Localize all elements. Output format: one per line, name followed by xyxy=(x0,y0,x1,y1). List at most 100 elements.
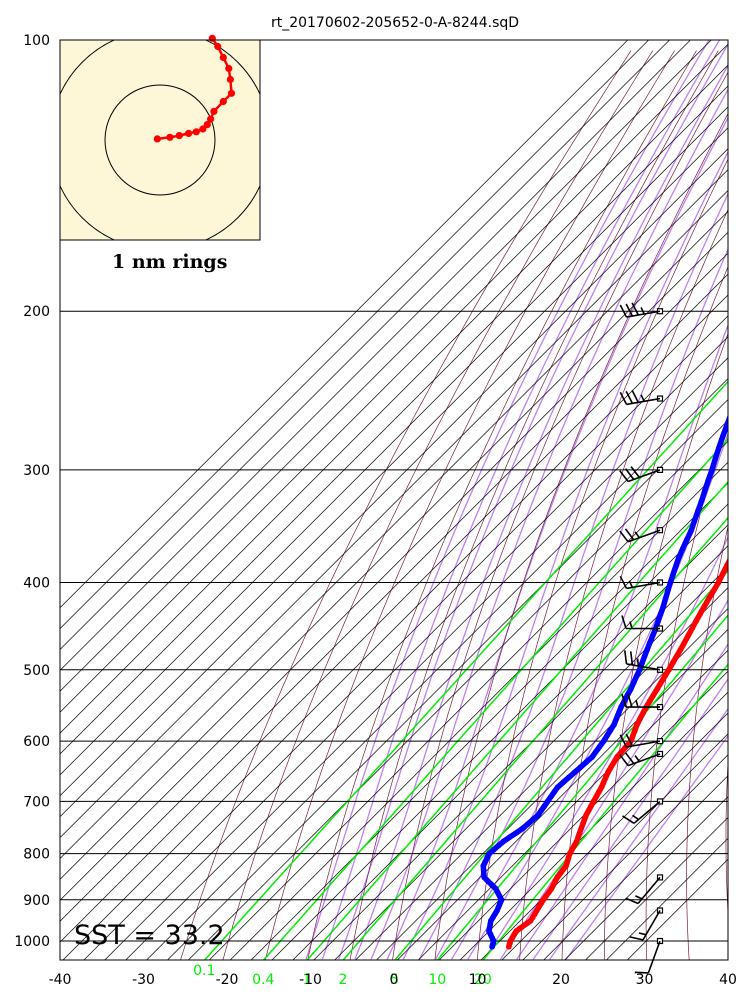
hodograph-point xyxy=(166,133,174,141)
dewpoint-profile-point xyxy=(738,383,744,389)
wind-barb-flag xyxy=(625,897,639,905)
temperature-profile-point xyxy=(632,727,638,733)
dry-adiabat-line xyxy=(434,112,728,960)
dewpoint-profile-point xyxy=(600,738,607,744)
dewpoint-profile-point xyxy=(583,759,589,766)
hodograph-point xyxy=(153,135,161,143)
dewpoint-profile-point xyxy=(589,754,595,760)
mixing-ratio-line xyxy=(394,569,728,960)
wind-barb xyxy=(622,798,664,824)
wind-barb-half-flag xyxy=(638,932,647,936)
moist-adiabat-line xyxy=(321,40,721,960)
dewpoint-profile-point xyxy=(611,721,617,728)
isotherm-line xyxy=(208,440,728,960)
temperature-profile-point xyxy=(598,784,605,790)
pressure-tick-label: 200 xyxy=(23,304,50,320)
dewpoint-profile-point xyxy=(489,882,495,888)
dewpoint-profile-point xyxy=(538,807,544,814)
wind-barb xyxy=(621,615,664,632)
wind-barb-half-flag xyxy=(635,895,643,900)
moist-adiabat-line xyxy=(499,599,728,960)
dry-adiabat-line xyxy=(307,50,697,960)
dewpoint-profile-point xyxy=(480,866,487,873)
temperature-profile-point xyxy=(701,603,708,609)
dewpoint-profile-point xyxy=(548,793,554,800)
wind-barb xyxy=(619,733,664,748)
temperature-profile-point xyxy=(724,563,728,569)
dewpoint-profile-point xyxy=(641,653,648,660)
dewpoint-profile-point xyxy=(485,878,491,884)
temperature-tick-label: -40 xyxy=(49,972,72,988)
dewpoint-profile-point xyxy=(695,508,701,514)
dewpoint-profile-point xyxy=(566,774,572,781)
mixing-ratio-line xyxy=(436,614,728,960)
dewpoint-profile-point xyxy=(618,704,624,710)
isotherm-line xyxy=(60,190,728,859)
temperature-profile-point xyxy=(596,789,602,795)
moist-adiabat-line xyxy=(418,192,728,960)
temperature-profile-point xyxy=(590,798,597,805)
wind-barb-flag xyxy=(634,971,649,974)
dewpoint-profile-point xyxy=(639,660,645,666)
wind-barb-half-flag xyxy=(632,814,640,821)
hodograph-point xyxy=(203,121,211,129)
wind-barb-flag xyxy=(631,302,640,316)
sst-label: SST = 33.2 xyxy=(74,920,225,951)
hodograph-point xyxy=(185,129,193,137)
dewpoint-profile-point xyxy=(709,467,715,473)
temperature-profile-point xyxy=(580,821,586,827)
pressure-tick-label: 700 xyxy=(23,794,50,810)
wind-barb-flag xyxy=(624,752,635,764)
isotherm-line xyxy=(480,712,728,960)
temperature-profile-point xyxy=(618,749,625,755)
isotherm-line xyxy=(334,566,728,960)
isotherm-line xyxy=(229,461,728,960)
wind-barb-half-flag xyxy=(629,621,633,629)
dewpoint-profile-point xyxy=(513,830,520,836)
dewpoint-profile-point xyxy=(688,527,695,533)
dewpoint-profile-point xyxy=(667,579,674,586)
hodograph-point xyxy=(199,125,207,133)
moist-adiabat-line xyxy=(532,677,728,960)
wind-barb xyxy=(619,302,664,318)
isotherm-line xyxy=(60,231,728,901)
wind-barb-flag xyxy=(624,650,628,664)
dewpoint-profile-point xyxy=(491,846,497,853)
dewpoint-profile-point xyxy=(560,779,566,786)
moist-adiabat-line xyxy=(338,43,728,960)
dewpoint-profile-point xyxy=(604,732,610,739)
mixing-ratio-label: 1 xyxy=(303,972,312,988)
pressure-tick-label: 300 xyxy=(23,463,50,479)
wind-barb-half-flag xyxy=(634,531,640,539)
moist-adiabat-line xyxy=(565,734,728,960)
dewpoint-profile-point xyxy=(670,571,676,577)
wind-barb-flag xyxy=(631,389,640,403)
chart-title: rt_20170602-205652-0-A-8244.sqD xyxy=(271,15,519,31)
dewpoint-profile-point xyxy=(735,396,741,402)
hodograph-point xyxy=(192,128,200,136)
temperature-profile-point xyxy=(697,611,703,617)
moist-adiabat-line xyxy=(386,116,728,960)
temperature-profile-point xyxy=(593,793,599,800)
isotherm-line xyxy=(522,754,728,960)
dewpoint-profile-point xyxy=(525,821,531,827)
isotherm-line xyxy=(83,315,728,960)
dewpoint-profile-point xyxy=(684,536,690,543)
temperature-profile-point xyxy=(560,866,566,873)
isotherm-line xyxy=(60,40,670,650)
plot-frame xyxy=(59,39,729,961)
mixing-ratio-line xyxy=(203,380,728,960)
temperature-profile-point xyxy=(513,928,519,934)
temperature-profile-point xyxy=(650,692,657,698)
isotherm-line xyxy=(271,503,728,960)
temperature-profile-point xyxy=(608,764,614,771)
dewpoint-profile-point xyxy=(647,640,653,646)
dry-adiabat-line xyxy=(222,50,654,960)
wind-barb-flag xyxy=(619,304,628,318)
hodograph-point xyxy=(210,107,218,115)
temperature-profile-point xyxy=(666,667,672,673)
wind-barb-flag xyxy=(619,470,629,482)
wind-barbs xyxy=(619,302,664,974)
temperature-profile-point xyxy=(710,587,717,594)
